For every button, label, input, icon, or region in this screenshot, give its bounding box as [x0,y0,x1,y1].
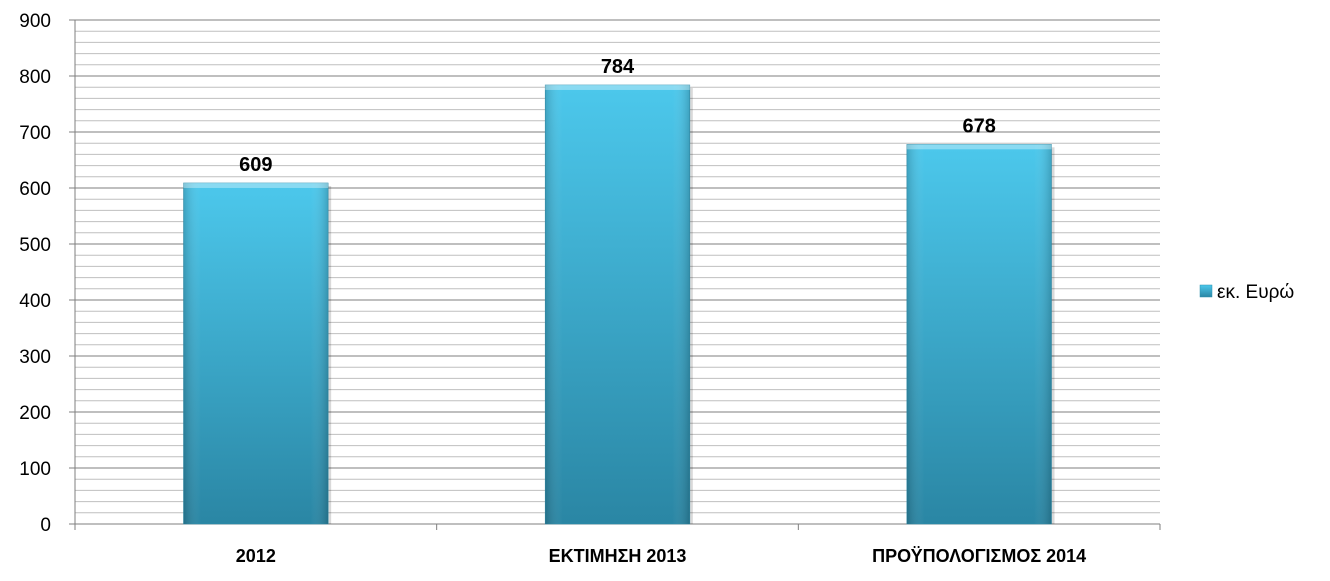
x-category-label: ΕΚΤΙΜΗΣΗ 2013 [549,546,687,566]
y-tick-label: 900 [19,11,51,32]
data-label: 678 [962,115,995,137]
y-tick-label: 400 [19,291,51,312]
y-tick-label: 700 [19,123,51,144]
y-tick-label: 500 [19,235,51,256]
x-category-label: ΠΡΟΫΠΟΛΟΓΙΣΜΟΣ 2014 [872,546,1086,566]
y-tick-label: 200 [19,403,51,424]
bar-highlight [545,84,690,90]
y-tick-label: 800 [19,67,51,88]
bar-sheen [545,84,690,525]
bar-sheen [183,182,329,524]
legend-swatch [1199,284,1213,298]
legend-label: εκ. Ευρώ [1217,282,1294,303]
labels: 0 100 200 300 400 500 600 700 800 900 609 2012 784 ΕΚ… [19,11,1086,566]
legend: εκ. Ευρώ [1199,282,1294,303]
bar-highlight [906,144,1052,150]
bar-sheen [906,144,1052,524]
y-tick-label: 100 [19,459,51,480]
y-tick-label: 600 [19,179,51,200]
bar-highlight [183,182,329,188]
y-tick-label: 0 [40,515,51,536]
data-label: 609 [239,154,272,176]
bars [183,84,1055,525]
y-tick-label: 300 [19,347,51,368]
data-label: 784 [601,56,635,78]
x-category-label: 2012 [236,546,276,566]
